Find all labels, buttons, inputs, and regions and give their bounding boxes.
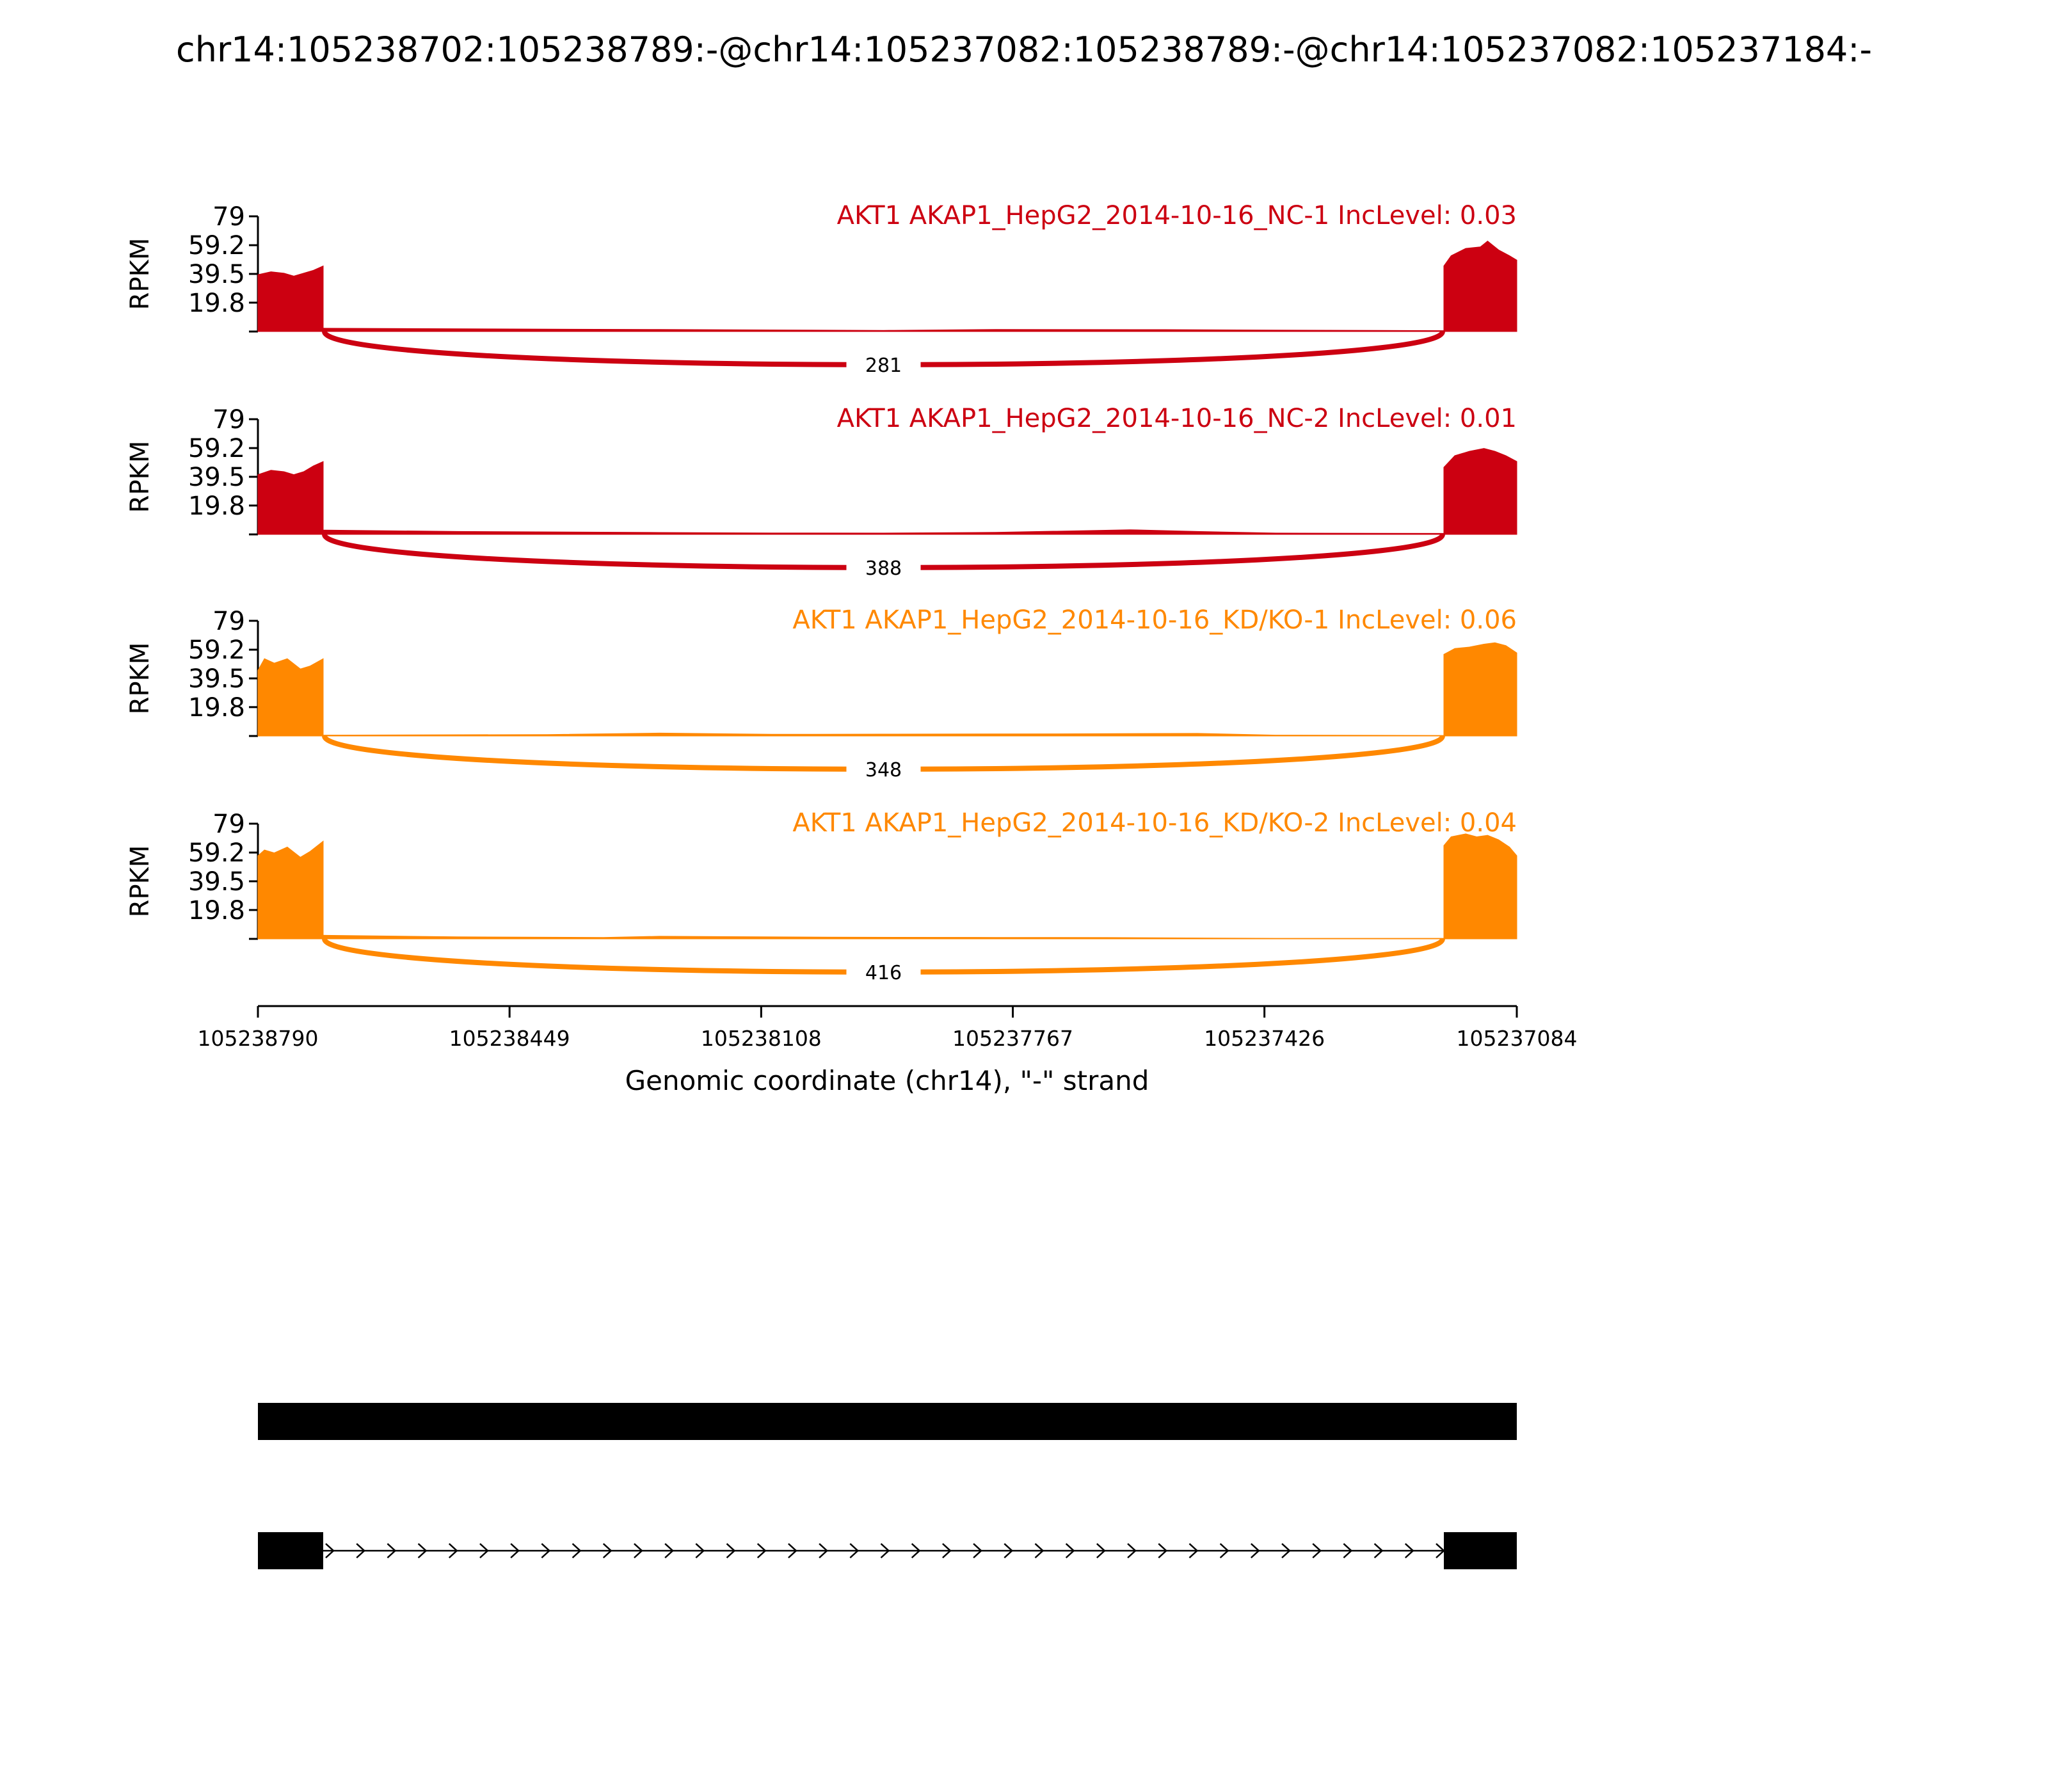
strand-arrow — [325, 1543, 335, 1558]
y-tick-label: 79 — [212, 810, 245, 839]
junction-count-label: 348 — [865, 759, 902, 781]
upstream-exon-coverage — [257, 461, 324, 535]
strand-arrow — [1065, 1543, 1075, 1558]
coverage-panel: 19.839.559.279 RPKM AKT1 AKAP1_HepG2_2014-… — [125, 605, 1517, 782]
y-axis-label: RPKM — [125, 643, 155, 715]
strand-arrow — [1281, 1543, 1291, 1558]
strand-arrow — [417, 1543, 428, 1558]
y-tick-label: 59.2 — [188, 434, 245, 463]
strand-arrow — [788, 1543, 797, 1558]
strand-arrow — [1034, 1543, 1044, 1558]
downstream-exon-coverage — [1443, 448, 1517, 535]
x-axis-ticks: 105238790 105238449 105238108 105237767 1052… — [198, 1006, 1578, 1051]
strand-arrow — [479, 1543, 489, 1558]
y-tick-label: 19.8 — [188, 693, 245, 723]
coverage-panel: 19.839.559.279 RPKM AKT1 AKAP1_HepG2_2014-… — [125, 808, 1517, 985]
strand-arrow — [756, 1543, 767, 1558]
strand-arrow — [387, 1543, 397, 1558]
x-axis-label: Genomic coordinate (chr14), "-" strand — [625, 1065, 1149, 1096]
y-tick-label: 39.5 — [188, 867, 245, 897]
strand-arrow — [1158, 1543, 1168, 1558]
junction-label-background — [846, 352, 921, 378]
strand-arrow — [819, 1543, 828, 1558]
junction-count-label: 281 — [865, 355, 902, 377]
strand-arrow — [973, 1543, 982, 1558]
strand-arrow — [1004, 1543, 1014, 1558]
strand-arrow — [541, 1543, 551, 1558]
strand-arrow — [695, 1543, 705, 1558]
junction-label-background — [846, 756, 921, 782]
downstream-exon-block — [1444, 1532, 1517, 1569]
x-tick-label: 105237084 — [1457, 1026, 1578, 1051]
genomic-coordinate-axis: 105238790 105238449 105238108 105237767 1052… — [198, 1005, 1578, 1096]
full-exon-isoform-bar — [258, 1403, 1517, 1440]
strand-arrow — [1188, 1543, 1199, 1558]
junction-count-label: 388 — [865, 557, 902, 580]
strand-arrow — [356, 1543, 366, 1558]
gene-structure-track — [258, 1403, 1517, 1569]
x-tick-label: 105238108 — [701, 1026, 822, 1051]
upstream-exon-coverage — [257, 840, 324, 940]
y-tick-label: 19.8 — [188, 896, 245, 925]
junction-label-background — [846, 555, 921, 580]
strand-arrow — [634, 1543, 643, 1558]
y-tick-label: 59.2 — [188, 636, 245, 665]
y-axis-label: RPKM — [125, 441, 155, 513]
y-tick-label: 39.5 — [188, 463, 245, 492]
skipping-isoform — [258, 1532, 1517, 1569]
y-tick-label: 59.2 — [188, 838, 245, 868]
x-tick-label: 105238449 — [449, 1026, 570, 1051]
strand-arrow — [1373, 1543, 1384, 1558]
sample-title: AKT1 AKAP1_HepG2_2014-10-16_KD/KO-2 IncL… — [792, 808, 1517, 838]
downstream-exon-coverage — [1443, 642, 1517, 737]
y-tick-label: 39.5 — [188, 664, 245, 694]
upstream-exon-coverage — [257, 265, 324, 332]
upstream-exon-coverage — [257, 658, 324, 737]
x-tick-label: 105238790 — [198, 1026, 319, 1051]
strand-arrow — [1343, 1543, 1353, 1558]
y-tick-label: 19.8 — [188, 492, 245, 521]
downstream-exon-coverage — [1443, 833, 1517, 940]
strand-arrow — [1404, 1543, 1414, 1558]
strand-arrow — [1096, 1543, 1106, 1558]
y-axis-label: RPKM — [125, 238, 155, 310]
strand-arrow — [1219, 1543, 1229, 1558]
strand-arrow — [942, 1543, 952, 1558]
y-tick-label: 79 — [212, 202, 245, 232]
strand-arrows — [325, 1543, 1445, 1558]
junction-label-background — [846, 959, 921, 985]
strand-arrow — [1312, 1543, 1322, 1558]
strand-arrow — [726, 1543, 736, 1558]
junction-count-label: 416 — [865, 962, 902, 984]
strand-arrow — [572, 1543, 582, 1558]
y-tick-label: 19.8 — [188, 289, 245, 318]
coverage-panel: 19.839.559.279 RPKM AKT1 AKAP1_HepG2_2014-… — [125, 404, 1517, 580]
y-tick-label: 79 — [212, 405, 245, 435]
sample-title: AKT1 AKAP1_HepG2_2014-10-16_NC-2 IncLeve… — [837, 404, 1517, 433]
strand-arrow — [880, 1543, 890, 1558]
sample-title: AKT1 AKAP1_HepG2_2014-10-16_NC-1 IncLeve… — [837, 201, 1517, 230]
strand-arrow — [664, 1543, 674, 1558]
coverage-panel: 19.839.559.279 RPKM AKT1 AKAP1_HepG2_2014-… — [125, 201, 1517, 378]
strand-arrow — [911, 1543, 921, 1558]
y-tick-label: 79 — [212, 607, 245, 636]
strand-arrow — [602, 1543, 612, 1558]
y-tick-label: 39.5 — [188, 260, 245, 289]
strand-arrow — [1127, 1543, 1137, 1558]
y-axis-label: RPKM — [125, 845, 155, 918]
x-tick-label: 105237426 — [1204, 1026, 1325, 1051]
strand-arrow — [849, 1543, 860, 1558]
strand-arrow — [448, 1543, 458, 1558]
sample-title: AKT1 AKAP1_HepG2_2014-10-16_KD/KO-1 IncL… — [792, 605, 1517, 635]
upstream-exon-block — [258, 1532, 323, 1569]
figure-title: chr14:105238702:105238789:-@chr14:105237… — [176, 29, 1872, 70]
strand-arrow — [1250, 1543, 1260, 1558]
x-tick-label: 105237767 — [952, 1026, 1073, 1051]
y-tick-label: 59.2 — [188, 231, 245, 260]
strand-arrow — [510, 1543, 520, 1558]
downstream-exon-coverage — [1443, 241, 1517, 332]
